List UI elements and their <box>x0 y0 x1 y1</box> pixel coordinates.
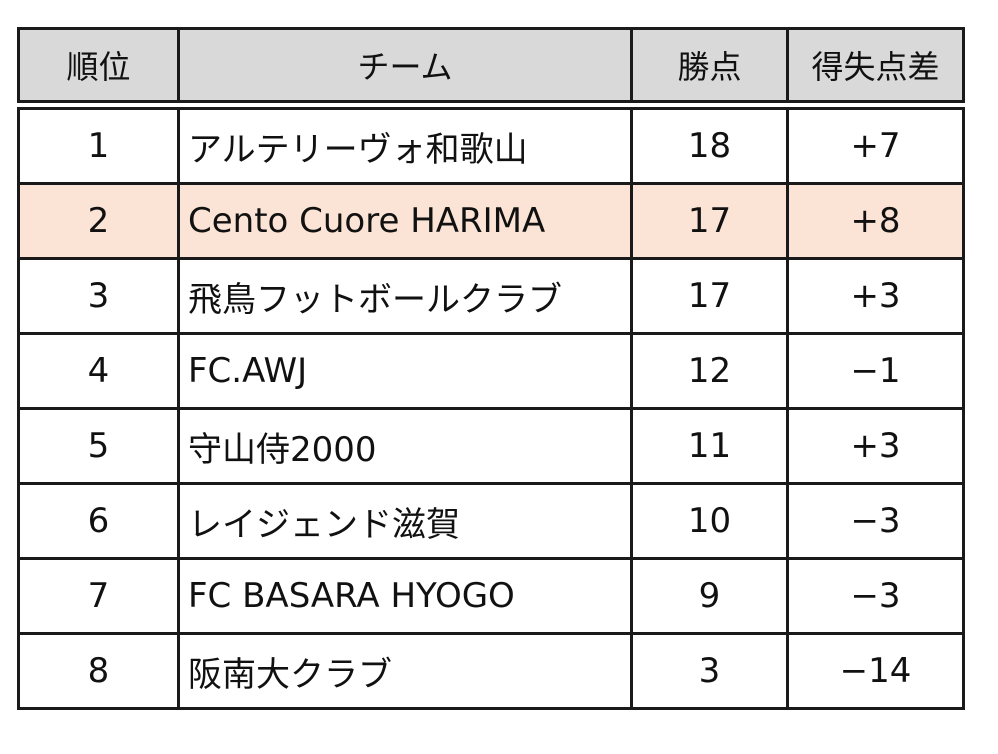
rank-cell: 7 <box>17 557 180 635</box>
table-row: 1 アルテリーヴォ和歌山 18 +7 <box>17 103 965 185</box>
table-header: 順位 チーム 勝点 得失点差 <box>17 27 965 110</box>
table-row: 6 レイジェンド滋賀 10 −3 <box>17 482 965 560</box>
points-cell: 12 <box>630 332 789 410</box>
team-cell: 阪南大クラブ <box>177 632 633 710</box>
goal-diff-cell: −3 <box>786 482 965 560</box>
team-cell: アルテリーヴォ和歌山 <box>177 103 633 185</box>
goal-diff-cell: +3 <box>786 257 965 335</box>
team-cell: FC.AWJ <box>177 332 633 410</box>
rank-cell: 2 <box>17 182 180 260</box>
header-points: 勝点 <box>630 27 789 110</box>
team-cell: レイジェンド滋賀 <box>177 482 633 560</box>
goal-diff-cell: −3 <box>786 557 965 635</box>
table-row: 7 FC BASARA HYOGO 9 −3 <box>17 557 965 635</box>
points-cell: 3 <box>630 632 789 710</box>
rank-cell: 5 <box>17 407 180 485</box>
header-goal-diff: 得失点差 <box>786 27 965 110</box>
points-cell: 10 <box>630 482 789 560</box>
rank-cell: 6 <box>17 482 180 560</box>
goal-diff-cell: +3 <box>786 407 965 485</box>
header-row: 順位 チーム 勝点 得失点差 <box>17 27 965 110</box>
points-cell: 17 <box>630 257 789 335</box>
team-cell: 飛鳥フットボールクラブ <box>177 257 633 335</box>
points-cell: 17 <box>630 182 789 260</box>
standings-table: 順位 チーム 勝点 得失点差 1 アルテリーヴォ和歌山 18 +7 2 Cent… <box>17 27 965 710</box>
table-row: 8 阪南大クラブ 3 −14 <box>17 632 965 710</box>
table-body: 1 アルテリーヴォ和歌山 18 +7 2 Cento Cuore HARIMA … <box>17 103 965 710</box>
points-cell: 9 <box>630 557 789 635</box>
header-team: チーム <box>177 27 633 110</box>
rank-cell: 4 <box>17 332 180 410</box>
rank-cell: 1 <box>17 103 180 185</box>
goal-diff-cell: +8 <box>786 182 965 260</box>
header-rank: 順位 <box>17 27 180 110</box>
goal-diff-cell: +7 <box>786 103 965 185</box>
table-row: 3 飛鳥フットボールクラブ 17 +3 <box>17 257 965 335</box>
points-cell: 18 <box>630 103 789 185</box>
team-cell: 守山侍2000 <box>177 407 633 485</box>
table-row-highlighted: 2 Cento Cuore HARIMA 17 +8 <box>17 182 965 260</box>
points-cell: 11 <box>630 407 789 485</box>
team-cell: Cento Cuore HARIMA <box>177 182 633 260</box>
rank-cell: 3 <box>17 257 180 335</box>
table-row: 5 守山侍2000 11 +3 <box>17 407 965 485</box>
rank-cell: 8 <box>17 632 180 710</box>
goal-diff-cell: −1 <box>786 332 965 410</box>
goal-diff-cell: −14 <box>786 632 965 710</box>
team-cell: FC BASARA HYOGO <box>177 557 633 635</box>
table-row: 4 FC.AWJ 12 −1 <box>17 332 965 410</box>
